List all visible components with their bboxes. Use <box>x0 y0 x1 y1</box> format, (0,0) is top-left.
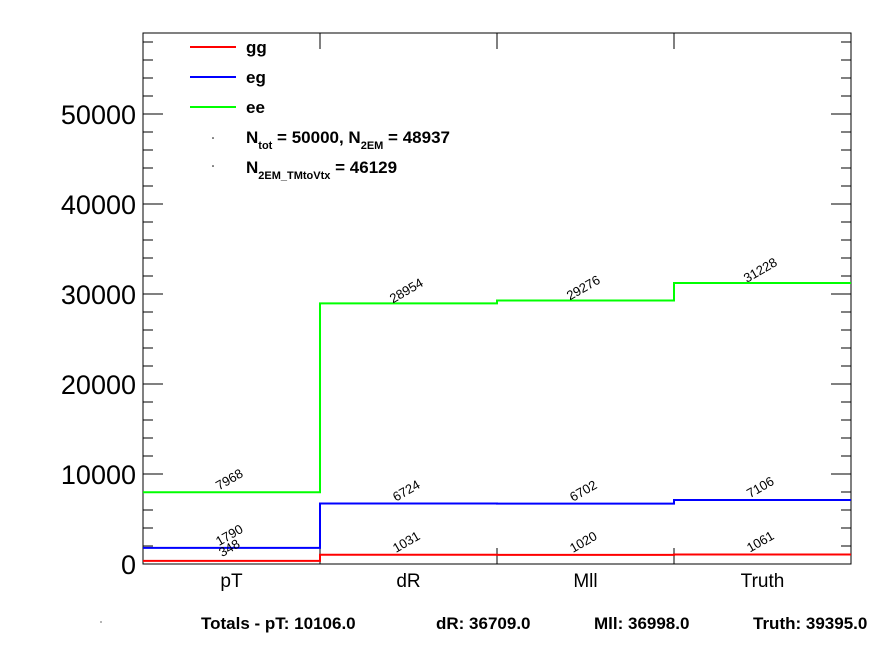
series-line-ee <box>143 281 851 494</box>
stat-marker <box>212 137 214 139</box>
stat-marker <box>212 165 214 167</box>
data-label: 7968 <box>213 466 246 493</box>
data-label: 6724 <box>390 477 423 504</box>
totals-marker <box>100 621 102 623</box>
x-axis: pT dR Mll Truth <box>220 33 784 592</box>
x-tick-label: Mll <box>573 571 597 592</box>
data-label: 31228 <box>741 255 780 286</box>
legend: gg eg ee <box>190 38 267 117</box>
totals-mll: Mll: 36998.0 <box>594 614 689 633</box>
data-label: 28954 <box>387 275 426 306</box>
y-tick-label: 50000 <box>61 100 136 130</box>
y-tick-label: 40000 <box>61 190 136 220</box>
series-line-gg <box>143 553 851 562</box>
totals-truth: Truth: 39395.0 <box>753 614 867 633</box>
y-axis: 0 10000 20000 30000 40000 50000 <box>61 41 851 580</box>
y-tick-label: 20000 <box>61 370 136 400</box>
series-line-eg <box>143 499 851 549</box>
stat-ntot: Ntot = 50000, N2EM = 48937 <box>246 128 450 152</box>
totals-dr: dR: 36709.0 <box>436 614 531 633</box>
legend-label-eg: eg <box>246 68 266 87</box>
data-label: 1061 <box>744 528 777 555</box>
series-group <box>143 281 851 562</box>
data-label: 29276 <box>564 272 603 303</box>
data-label: 6702 <box>567 477 600 504</box>
data-label: 1020 <box>567 528 600 555</box>
stat-n2em-tmtovtx: N2EM_TMtoVtx = 46129 <box>246 158 397 182</box>
totals-pt: Totals - pT: 10106.0 <box>201 614 356 633</box>
data-label: 1031 <box>390 528 423 555</box>
legend-label-ee: ee <box>246 98 265 117</box>
data-label: 7106 <box>744 473 777 500</box>
y-tick-label: 30000 <box>61 280 136 310</box>
x-tick-label: dR <box>396 571 420 592</box>
x-tick-label: Truth <box>741 571 785 592</box>
y-tick-label: 10000 <box>61 460 136 490</box>
x-tick-label: pT <box>220 571 243 592</box>
y-tick-label: 0 <box>121 550 136 580</box>
legend-label-gg: gg <box>246 38 267 57</box>
